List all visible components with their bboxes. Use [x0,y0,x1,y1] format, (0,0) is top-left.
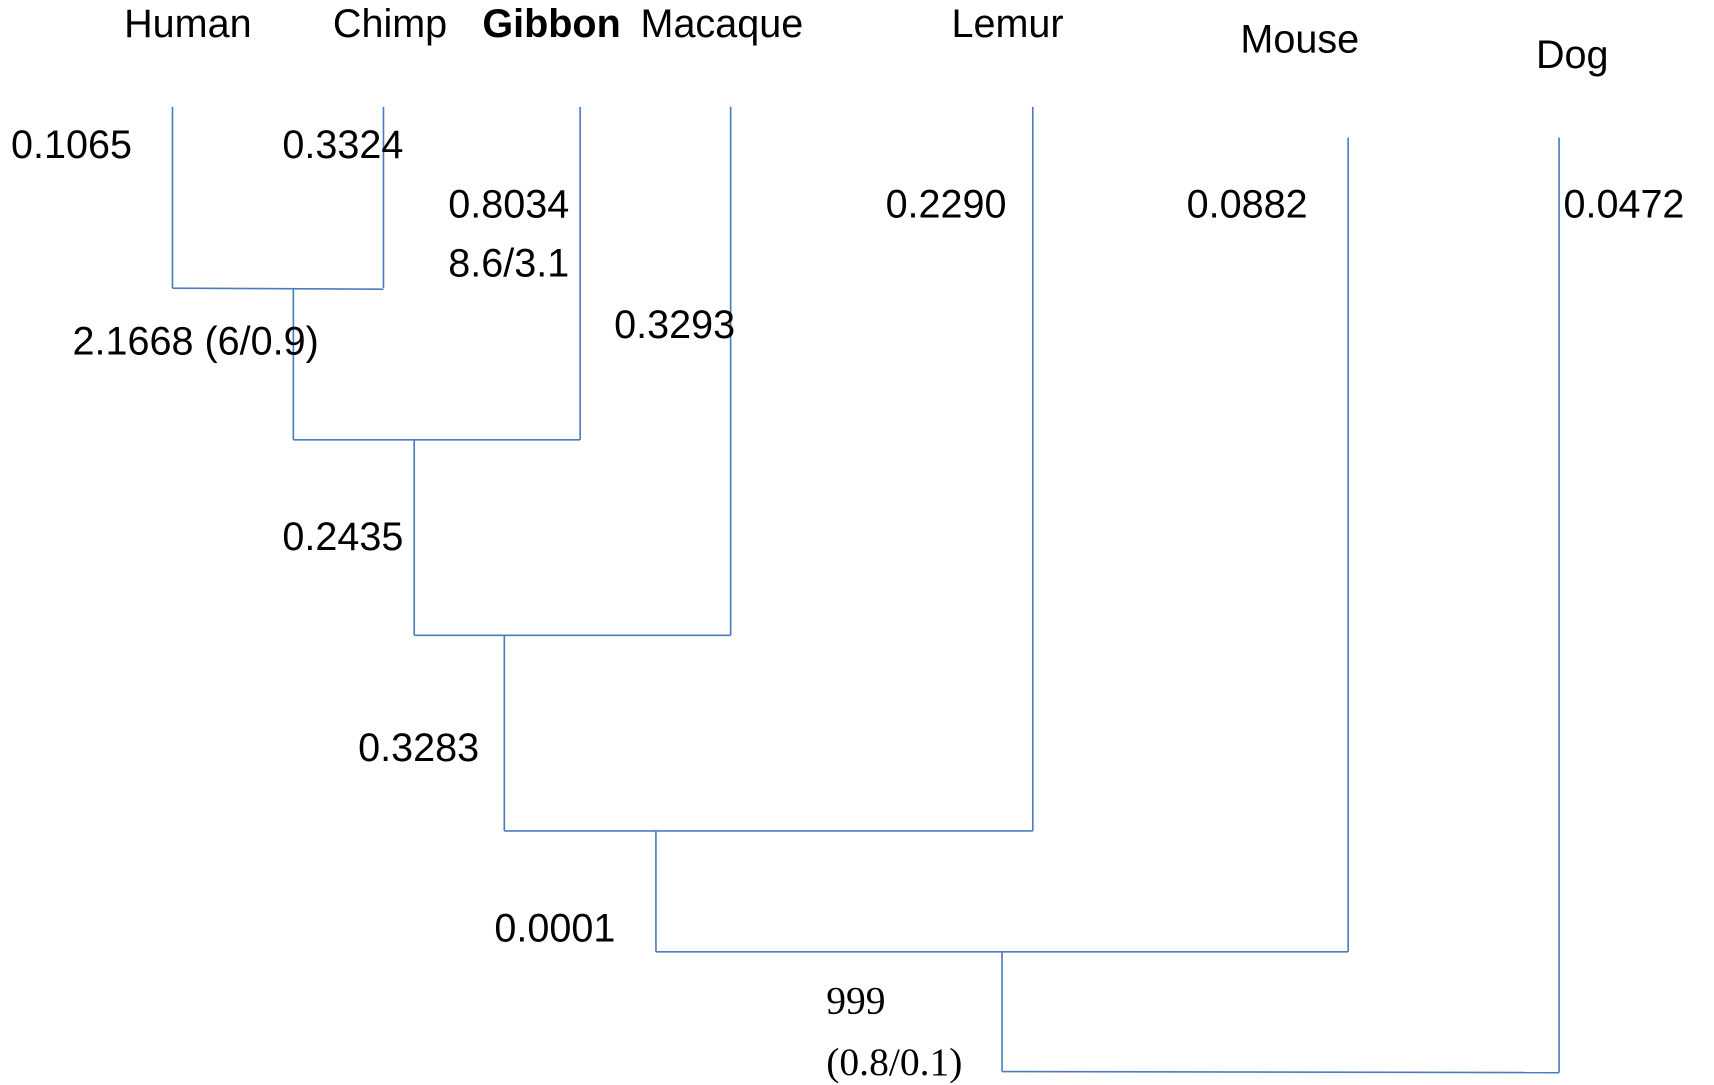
branch-label: 0.3324 [282,123,403,167]
branch [172,287,384,291]
taxon-label: Human [124,2,252,46]
branch-label: 0.2435 [282,515,403,559]
branch-label: 0.0472 [1563,182,1684,226]
taxon-label: Macaque [641,2,804,46]
taxon-label: Chimp [333,2,447,46]
branch-label: 0.3293 [614,303,735,347]
taxon-label: Lemur [951,2,1063,46]
branch-label: 8.6/3.1 [448,242,569,286]
branch-label: 0.3283 [358,726,479,770]
branch-label: 0.0001 [494,906,615,950]
branch-label: 0.8034 [448,182,569,226]
branch-label: 0.0882 [1187,182,1308,226]
taxon-label: Mouse [1240,17,1359,61]
branch [1002,1070,1560,1074]
branch-label: 0.1065 [11,123,132,167]
branch-label: 2.1668 (6/0.9) [73,320,319,364]
branch-label: 999 [826,979,885,1023]
branch-label: (0.8/0.1) [826,1040,962,1084]
branch-label: 0.2290 [886,182,1007,226]
taxon-label: Dog [1536,33,1609,77]
branches [171,106,1560,1074]
taxon-label: Gibbon [482,2,620,46]
branch-labels: 0.1065 0.3324 0.8034 8.6/3.1 2.1668 (6/0… [11,123,1684,1084]
taxa: Human Chimp Gibbon Macaque Lemur Mouse D… [124,2,1608,77]
